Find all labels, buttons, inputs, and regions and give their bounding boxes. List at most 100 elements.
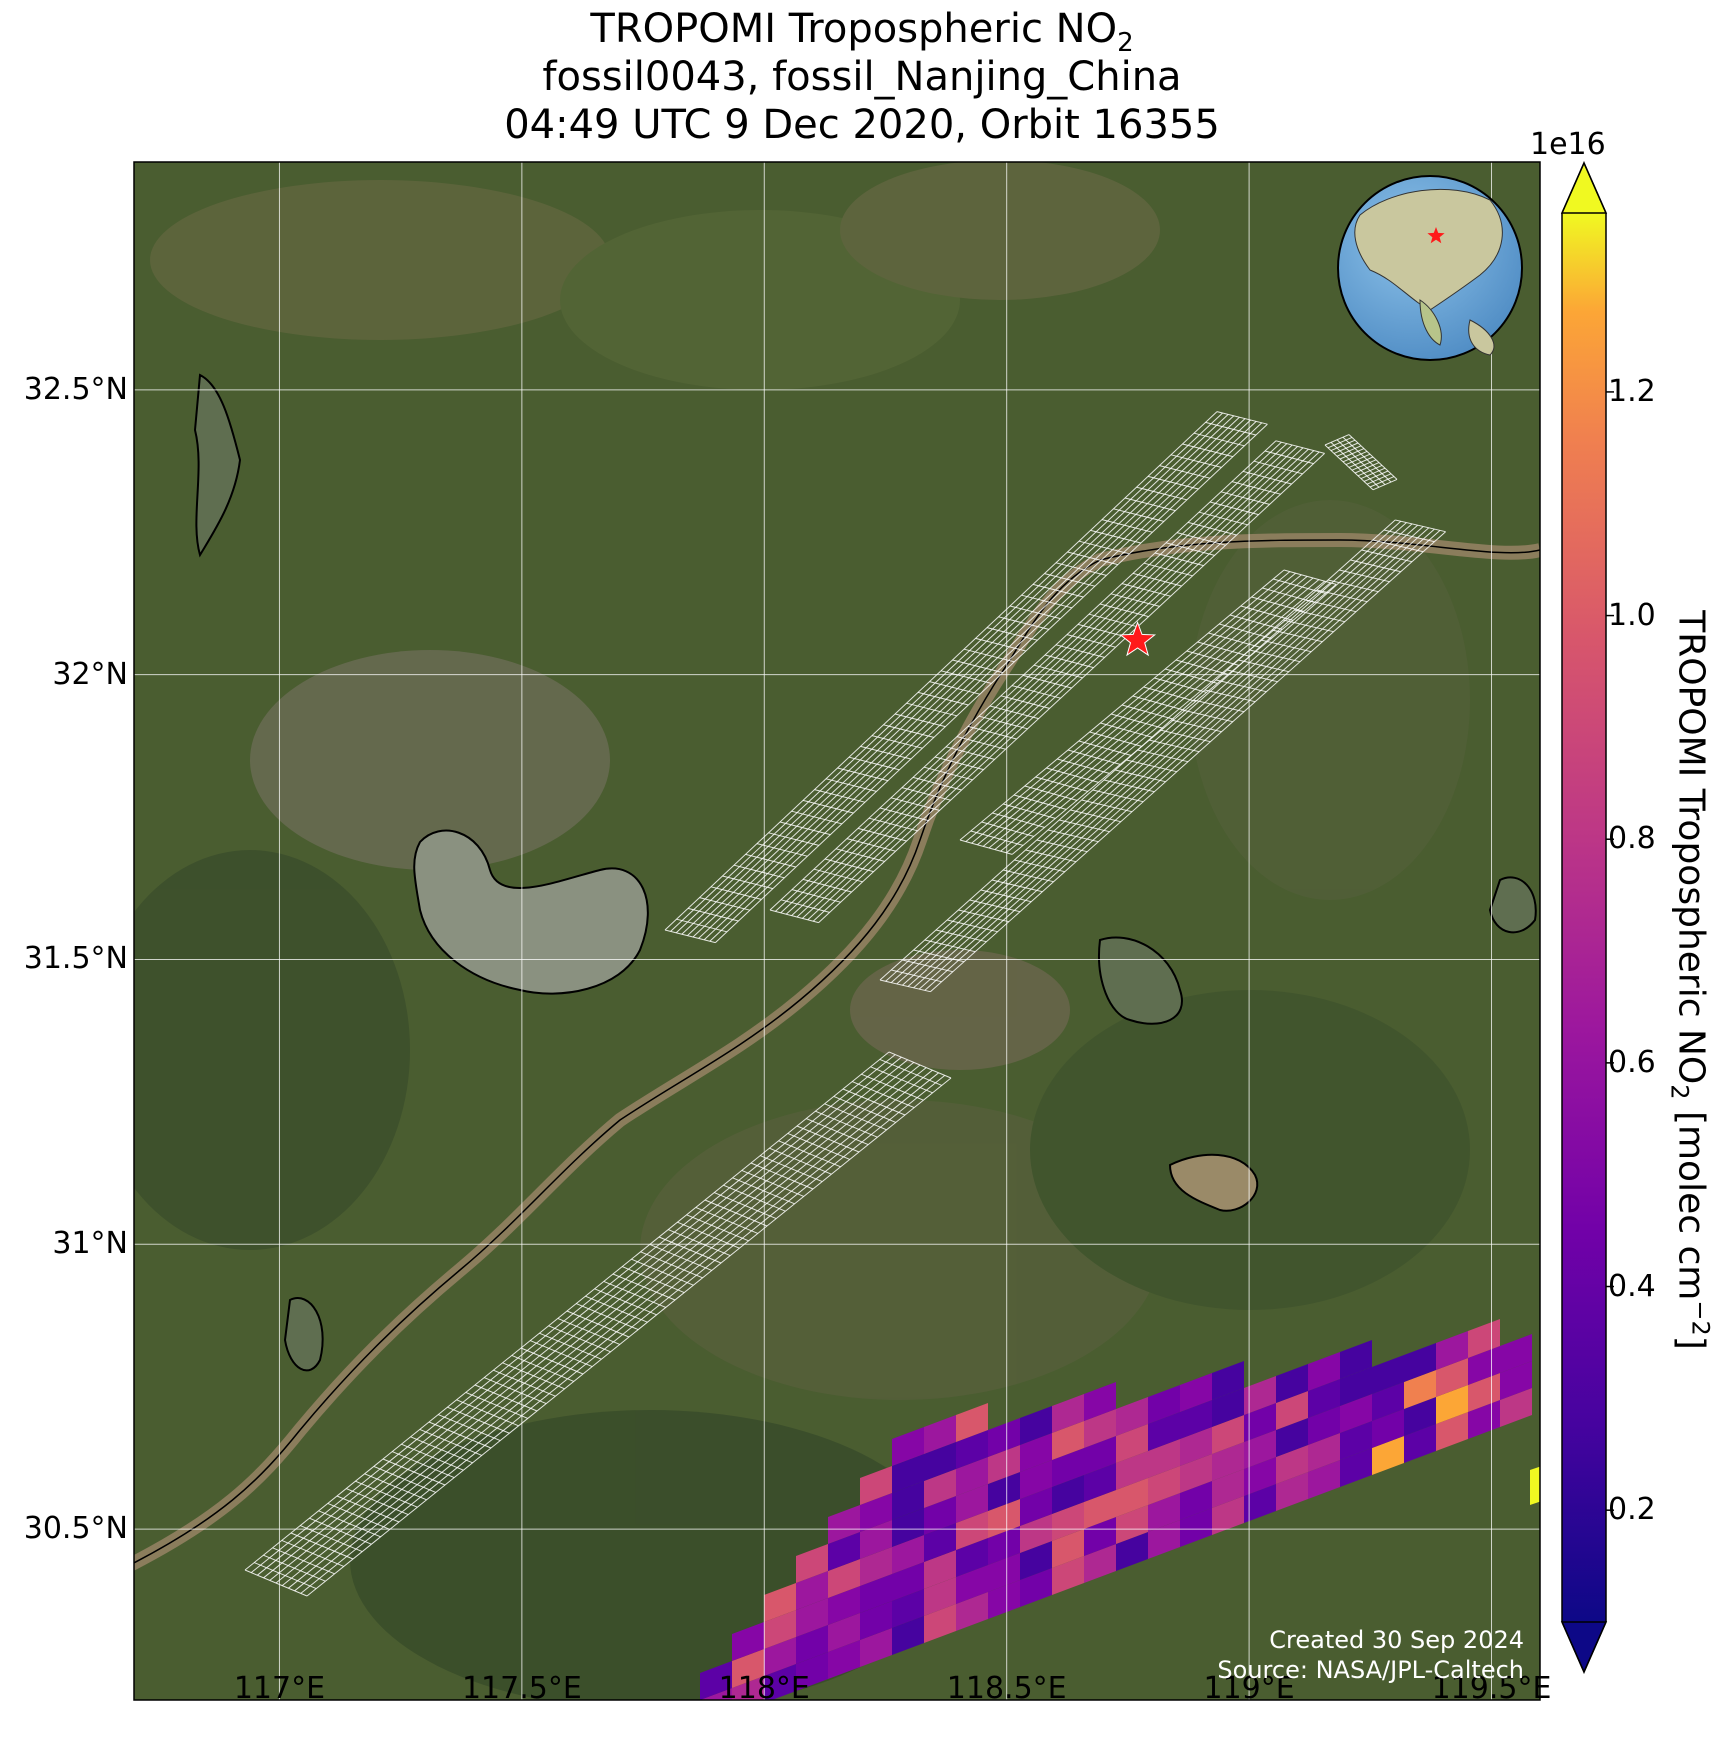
- footprint-edge: [692, 418, 1246, 938]
- footprint-edge: [969, 899, 1021, 913]
- no2-pixel: [764, 1610, 796, 1649]
- no2-pixel: [892, 1481, 924, 1520]
- footprint-edge: [1271, 629, 1323, 643]
- no2-pixel: [1530, 1466, 1540, 1505]
- no2-pixel: [1340, 1448, 1372, 1487]
- footprint-edge: [1220, 491, 1270, 505]
- footprint-edge: [1327, 579, 1379, 593]
- footprint-edge: [1383, 529, 1435, 543]
- no2-pixel: [1436, 1412, 1468, 1451]
- footprint-edge: [1348, 434, 1398, 480]
- no2-pixel: [1404, 1343, 1436, 1382]
- footprint-edge: [977, 574, 1302, 846]
- footprint-edge: [1260, 639, 1312, 653]
- footprint-edge: [890, 797, 940, 811]
- footprint-edge: [1204, 689, 1256, 703]
- no2-pixel: [1404, 1424, 1436, 1463]
- no2-pixel: [1244, 1430, 1276, 1469]
- no2-pixel: [1052, 1556, 1084, 1595]
- globe-site-star: [1427, 227, 1445, 244]
- footprint-edge: [1021, 594, 1073, 609]
- footprint-edge: [1253, 460, 1303, 475]
- lon-tick-label: 117.5°E: [461, 1671, 582, 1706]
- footprint-edge: [940, 670, 992, 684]
- footprint-edge: [907, 526, 1424, 987]
- footprint-edge: [269, 1062, 915, 1581]
- no2-pixel: [828, 1505, 860, 1544]
- footprint-edge: [1078, 740, 1132, 756]
- footprint-edge: [896, 523, 1413, 985]
- no2-pixel: [892, 1427, 924, 1466]
- no2-pixel: [1148, 1385, 1180, 1424]
- gucheng-lake: [1168, 1153, 1259, 1212]
- footprint-edge: [294, 1072, 939, 1592]
- no2-pixel: [1436, 1385, 1468, 1424]
- footprint-edge: [992, 812, 1045, 828]
- footprint-edge: [1165, 542, 1215, 556]
- no2-pixel: [1212, 1388, 1244, 1427]
- footprint-edge: [879, 807, 929, 822]
- no2-pixel: [956, 1565, 988, 1604]
- footprint-edge: [676, 918, 728, 933]
- footprint-edge: [934, 756, 984, 771]
- footprint-edge: [1187, 521, 1237, 536]
- no2-pixel: [1052, 1502, 1084, 1541]
- footprint-edge: [670, 412, 1223, 932]
- footprint-edge: [1159, 729, 1211, 743]
- footprint-edge: [971, 572, 1296, 844]
- no2-pixel: [1404, 1370, 1436, 1409]
- footprint-edge: [891, 969, 942, 983]
- small-lake-sw: [283, 1297, 324, 1372]
- no2-pixel: [1084, 1436, 1116, 1475]
- footprint-edge: [802, 448, 1309, 919]
- footprint-edge: [952, 659, 1004, 674]
- no2-pixel: [860, 1547, 892, 1586]
- no2-pixel: [1020, 1406, 1052, 1445]
- footprint-edge: [902, 959, 953, 973]
- footprint-edge: [967, 725, 1017, 740]
- footprint-edge: [906, 702, 958, 717]
- footprint-edge: [1215, 679, 1267, 693]
- no2-pixel: [1276, 1445, 1308, 1484]
- no2-pixel: [924, 1523, 956, 1562]
- no2-pixel: [860, 1574, 892, 1613]
- footprint-edge: [1055, 644, 1105, 658]
- no2-pixel: [1212, 1442, 1244, 1481]
- footprint-edge: [1208, 632, 1261, 648]
- footprint-edge: [994, 579, 1320, 850]
- footprint-edge: [1099, 603, 1149, 618]
- footprint-edge: [1182, 709, 1233, 723]
- footprint-edge: [837, 767, 889, 782]
- lon-tick-label: 118.5°E: [946, 1671, 1067, 1706]
- no2-pixel: [1148, 1493, 1180, 1532]
- footprint-edge: [796, 447, 1304, 918]
- no2-pixel: [828, 1586, 860, 1625]
- no2-pixel: [828, 1532, 860, 1571]
- terrain-texture: [134, 162, 1470, 1700]
- footprint-edge: [281, 1067, 927, 1586]
- no2-pixel: [1244, 1457, 1276, 1496]
- no2-pixel: [1116, 1505, 1148, 1544]
- footprint-edge: [871, 735, 923, 749]
- no2-pixel: [1308, 1379, 1340, 1418]
- no2-pixel: [1148, 1466, 1180, 1505]
- no2-pixel: [988, 1418, 1020, 1457]
- footprint-edge: [965, 571, 1291, 842]
- colorbar: [1560, 161, 1614, 1674]
- footprint-edge: [1070, 809, 1121, 823]
- footprint-edge: [929, 681, 981, 695]
- no2-pixel: [1084, 1409, 1116, 1448]
- footprint-edge: [1330, 442, 1380, 488]
- no2-pixel: [1180, 1481, 1212, 1520]
- footprint-edge: [1113, 508, 1165, 522]
- no2-pixel: [1244, 1484, 1276, 1523]
- footprint-edge: [687, 416, 1240, 936]
- globe-australia: [1468, 319, 1495, 356]
- footprint-edge: [1003, 803, 1056, 819]
- no2-pixel: [924, 1415, 956, 1454]
- footprint-edge: [1013, 794, 1067, 810]
- lon-tick-label: 117°E: [233, 1671, 326, 1706]
- footprint-edge: [978, 715, 1028, 730]
- no2-pixel: [1116, 1451, 1148, 1490]
- footprint-edge: [988, 577, 1314, 849]
